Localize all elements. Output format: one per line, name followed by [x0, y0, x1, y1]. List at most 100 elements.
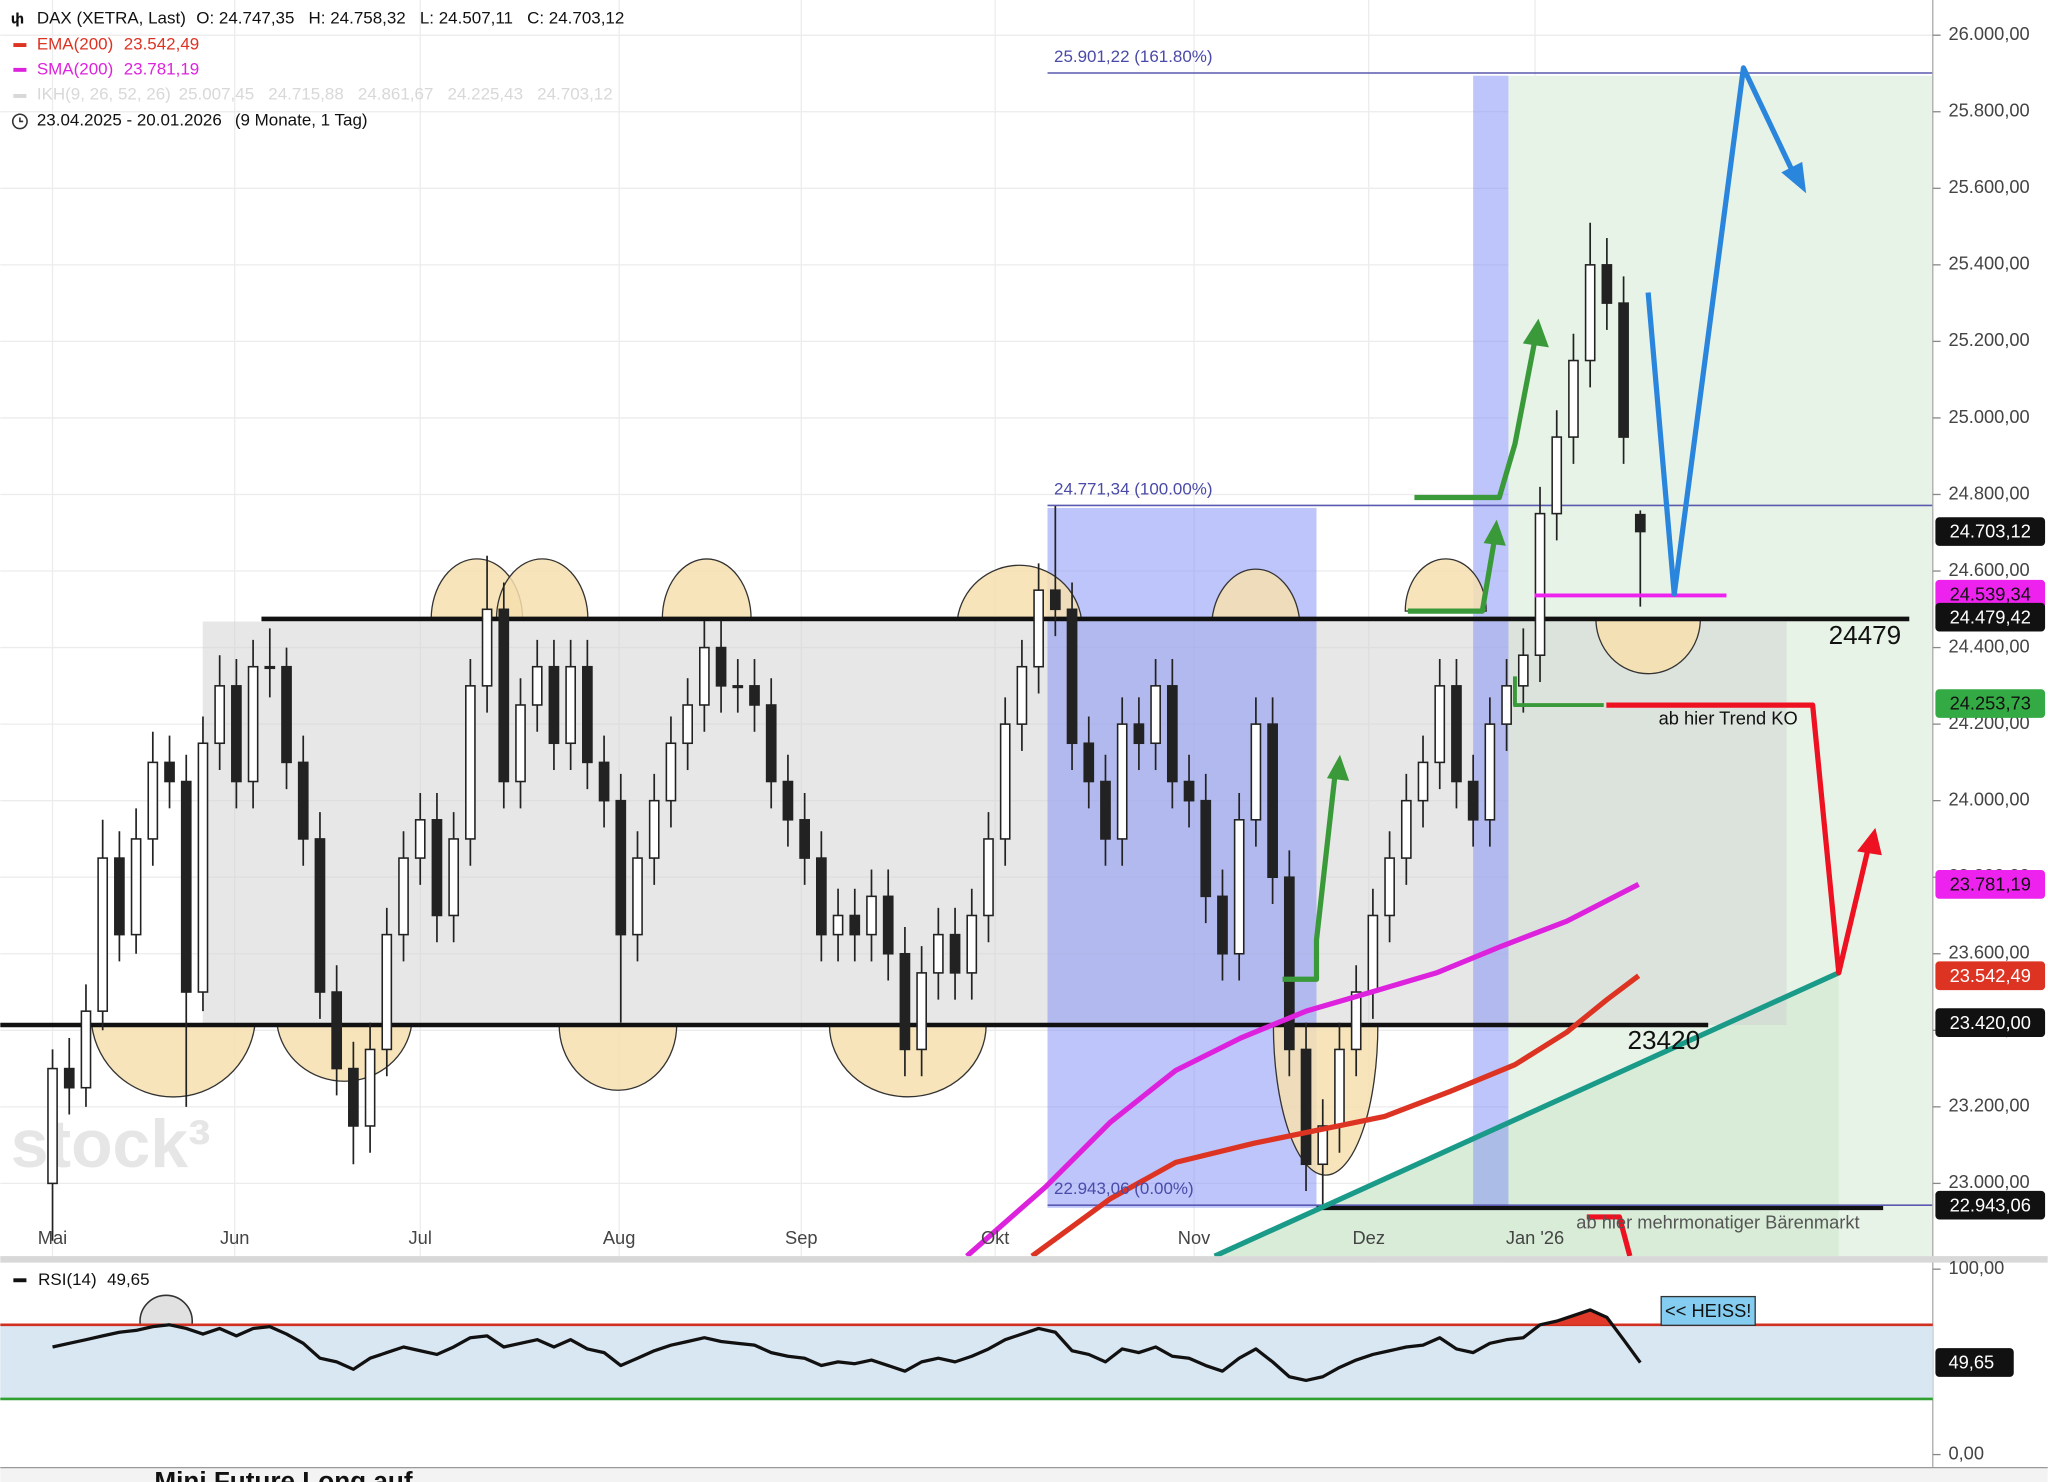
price-tag — [1935, 961, 2046, 991]
rsi-title: RSI(14) — [38, 1270, 96, 1289]
candle-body — [531, 665, 543, 706]
candle-body — [1467, 780, 1479, 821]
green-arrow — [1282, 776, 1338, 982]
legend-name: SMA(200) — [37, 60, 113, 79]
candle-body — [1267, 723, 1278, 878]
fib-label: 22.943,06 (0.00%) — [1054, 1179, 1194, 1198]
x-tick-label: Okt — [981, 1227, 1009, 1248]
y-tick-label: 100,00 — [1948, 1257, 2004, 1278]
rsi-band — [0, 1324, 1933, 1399]
arrow-head — [1483, 519, 1506, 546]
candle-body — [1568, 359, 1579, 438]
footer-strip — [0, 1467, 2048, 1482]
price-tag — [1935, 689, 2046, 718]
price-tag-label: 22.943,06 — [1950, 1194, 2031, 1215]
candle-body — [1066, 608, 1078, 745]
y-tick-label: 0,00 — [1948, 1442, 1984, 1463]
candle-body — [114, 857, 125, 936]
chart-title: DAX (XETRA, Last) O: 24.747,35 H: 24.758,… — [37, 9, 624, 28]
legend-name: IKH(9, 26, 52, 26) — [37, 85, 171, 104]
arc — [90, 1024, 256, 1098]
x-tick-label: Jun — [220, 1227, 249, 1248]
rsi-tag — [1935, 1348, 2014, 1377]
fib-band — [1473, 75, 1509, 1208]
y-tick-label: 24.600,00 — [1948, 559, 2029, 580]
legend-name: EMA(200) — [37, 35, 113, 54]
green-arrow — [1414, 341, 1538, 501]
candle-body — [1049, 589, 1061, 611]
green-line — [1512, 676, 1604, 708]
candle-body — [164, 761, 175, 783]
candle-body — [364, 1048, 376, 1127]
title: DAX (XETRA, Last) — [37, 9, 186, 28]
y-tick-label: 25.200,00 — [1948, 329, 2029, 350]
candle-body — [1250, 723, 1262, 821]
candle-body — [565, 665, 577, 745]
candle-body — [916, 972, 927, 1051]
clock-hands — [19, 117, 24, 123]
candle-body — [1200, 799, 1212, 898]
candle-body — [1534, 512, 1546, 657]
x-tick-label: Mai — [38, 1227, 67, 1248]
candle-body — [749, 685, 760, 706]
y-tick-label: 23.600,00 — [1948, 942, 2029, 963]
blue-path — [1645, 65, 1795, 597]
footer-text: Mini Future Long auf — [154, 1466, 412, 1482]
candle-body — [1100, 780, 1111, 840]
candle-body — [130, 838, 142, 936]
candle-body — [465, 685, 476, 840]
candle-body — [1166, 685, 1178, 783]
legend-swatch — [13, 67, 27, 72]
candle-body — [1350, 991, 1362, 1051]
arc — [828, 1024, 987, 1098]
chart-icon: փ — [11, 11, 24, 27]
candle-body — [1083, 742, 1095, 783]
candle-body — [1150, 685, 1161, 745]
candle-body — [949, 933, 961, 974]
arc — [1595, 618, 1702, 675]
candle-body — [264, 665, 276, 670]
y-tick-label: 25.800,00 — [1948, 100, 2029, 121]
legend-swatch — [13, 1278, 27, 1283]
callout-box — [1660, 1295, 1756, 1326]
candle-body — [498, 608, 510, 783]
candle-body — [1400, 799, 1412, 859]
x-tick-label: Jan '26 — [1506, 1227, 1564, 1248]
legend-swatch — [13, 94, 27, 98]
green-arrow — [1407, 541, 1497, 614]
candle-body — [832, 914, 844, 936]
fib-label: 24.771,34 (100.00%) — [1054, 479, 1213, 498]
y-tick-label: 25.400,00 — [1948, 253, 2029, 274]
candle-body — [1601, 264, 1613, 304]
price-tag — [1935, 602, 2046, 632]
y-tick-label: 24.800,00 — [1948, 482, 2029, 503]
candle-body — [1334, 1048, 1345, 1127]
arrow-head — [1781, 161, 1807, 194]
y-tick-label: 24.000,00 — [1948, 788, 2029, 809]
candle-body — [1183, 780, 1195, 802]
legend-entry: IKH(9, 26, 52, 26) 25.007,45 24.715,88 24… — [37, 85, 613, 104]
price-tag-label: 23.542,49 — [1950, 965, 2031, 986]
price-tag — [1935, 579, 2046, 609]
rsi-pane: 0,00 100,00 49,65 — [0, 1257, 2014, 1463]
price-tag-label: 24.539,34 — [1950, 583, 2031, 604]
arrow-head — [1857, 827, 1882, 856]
arc — [661, 558, 752, 620]
x-tick-label: Jul — [409, 1227, 432, 1248]
indicator-line — [1030, 973, 1641, 1259]
price-tag — [1935, 1190, 2046, 1220]
candle-body — [197, 742, 209, 993]
legend-value: 23.542,49 — [124, 35, 199, 54]
candle-body — [515, 704, 526, 783]
candle-body — [715, 646, 727, 687]
candle-body — [1016, 665, 1028, 725]
candle-body — [247, 665, 259, 783]
candle-body — [632, 857, 643, 936]
y-tick-label: 23.200,00 — [1948, 1095, 2029, 1116]
dates: 23.04.2025 - 20.01.2026 — [37, 111, 222, 130]
rsi-value: 49,65 — [107, 1270, 149, 1289]
candle-body — [866, 895, 877, 936]
date-range: 23.04.2025 - 20.01.2026 (9 Monate, 1 Tag) — [37, 111, 368, 130]
x-tick-label: Aug — [603, 1227, 636, 1248]
arc — [276, 1024, 413, 1082]
